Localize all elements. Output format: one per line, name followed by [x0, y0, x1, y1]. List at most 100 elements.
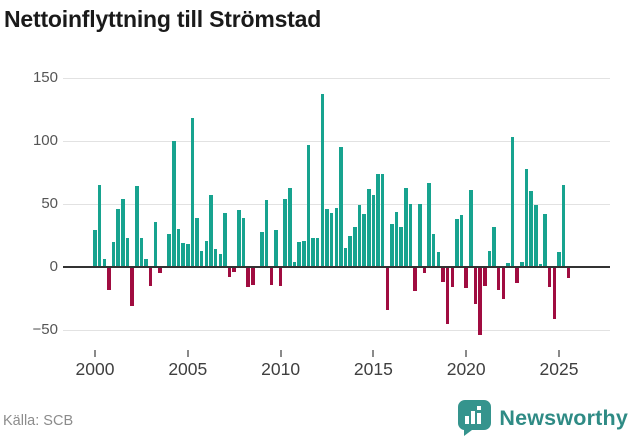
bar-positive [390, 224, 394, 267]
bar-negative [251, 267, 255, 285]
bar-positive [121, 198, 125, 267]
bar-negative [107, 267, 111, 290]
bar-negative [450, 267, 455, 288]
bar-positive [399, 226, 403, 267]
bar-positive [524, 168, 529, 267]
x-axis-tick [279, 350, 282, 357]
bar-positive [371, 195, 376, 267]
bar-positive [241, 217, 246, 267]
bar-negative [473, 267, 478, 304]
bar-positive [176, 229, 181, 267]
bar-positive [218, 254, 223, 267]
bar-positive [506, 263, 510, 267]
x-axis-tick [558, 350, 560, 357]
x-axis: 2000 2005 2010 2015 2020 2025 [0, 340, 631, 384]
bar-positive [306, 144, 311, 267]
bar-positive [264, 200, 269, 267]
x-axis-tick-label: 2015 [353, 359, 393, 379]
bar-negative [547, 267, 552, 288]
bar-positive [469, 190, 473, 267]
bar-negative [515, 267, 519, 284]
bar-positive [181, 243, 185, 267]
brand-name: Newsworthy [499, 405, 628, 430]
newsworthy-icon [458, 400, 492, 436]
bar-negative [148, 267, 153, 286]
bar-positive [213, 249, 218, 267]
bar-positive [237, 210, 241, 267]
bar-positive [274, 230, 278, 267]
bar-positive [320, 94, 325, 267]
bar-positive [348, 235, 352, 267]
bar-positive [353, 226, 357, 267]
bar-chart-plot-area [63, 78, 610, 340]
bar-positive [408, 204, 413, 267]
bar-positive [288, 187, 292, 267]
y-axis-tick-label: 50 [41, 195, 58, 212]
bar-positive [204, 240, 209, 267]
x-axis-tick-label: 2000 [75, 359, 115, 379]
x-axis-tick-label: 2010 [261, 359, 301, 379]
bar-positive [111, 241, 116, 267]
bar-positive [302, 240, 306, 267]
bar-positive [459, 215, 464, 267]
bar-positive [167, 234, 171, 267]
chart-title: Nettoinflyttning till Strömstad [4, 6, 322, 32]
bar-positive [325, 209, 329, 267]
bar-negative [413, 267, 417, 291]
x-axis-tick-label: 2020 [446, 359, 486, 379]
y-axis-tick-label: 150 [32, 69, 58, 86]
bar-positive [534, 205, 538, 267]
bar-negative [445, 267, 450, 324]
bar-negative [385, 267, 390, 310]
bar-negative [158, 267, 162, 274]
bar-positive [135, 186, 139, 267]
bar-negative [501, 267, 506, 299]
bar-positive [529, 191, 533, 267]
bar-positive [93, 230, 97, 267]
bar-positive [427, 182, 431, 267]
bar-positive [195, 217, 199, 267]
y-axis-tick-label: 0 [49, 258, 58, 275]
bar-positive [487, 250, 492, 267]
x-axis-tick-label: 2025 [539, 359, 579, 379]
bar-positive [315, 238, 320, 267]
bar-negative [464, 267, 468, 289]
bar-positive [367, 188, 371, 267]
bar-positive [311, 238, 315, 267]
bar-positive [144, 259, 148, 267]
bar-negative [552, 267, 557, 319]
bar-negative [278, 267, 283, 286]
bar-positive [404, 187, 408, 267]
bar-negative [246, 267, 250, 288]
bar-positive [436, 251, 441, 267]
bar-negative [422, 267, 427, 274]
y-axis-labels: 150 100 50 0 −50 [0, 69, 58, 340]
gridline [63, 204, 610, 205]
bar-positive [538, 264, 543, 267]
bar-positive [186, 244, 190, 267]
x-axis-tick-label: 2005 [168, 359, 208, 379]
zero-axis-line [63, 266, 610, 268]
bar-positive [97, 185, 102, 267]
bar-positive [339, 147, 343, 267]
bar-positive [380, 173, 385, 267]
bar-positive [557, 251, 561, 267]
bar-positive [561, 185, 566, 267]
bar-positive [292, 261, 297, 267]
y-axis-tick-label: −50 [32, 321, 58, 338]
bar-negative [227, 267, 232, 278]
bar-negative [483, 267, 487, 286]
x-axis-tick [186, 350, 189, 357]
bar-positive [199, 250, 204, 267]
bar-positive [283, 198, 287, 267]
x-axis-tick [94, 350, 96, 357]
bar-negative [478, 267, 482, 336]
bar-positive [520, 261, 524, 267]
bar-negative [130, 267, 134, 307]
x-axis-tick [465, 350, 468, 357]
bar-positive [357, 205, 362, 267]
bar-positive [125, 238, 130, 267]
bar-negative [269, 267, 274, 285]
bar-positive [418, 204, 422, 267]
